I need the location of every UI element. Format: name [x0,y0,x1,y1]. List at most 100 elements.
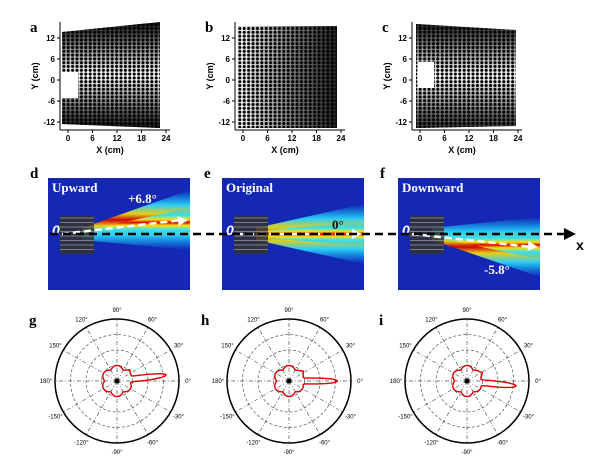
array-cutout [62,72,78,98]
polar-center [464,378,470,384]
y-axis-label: Y (cm) [205,62,215,89]
panel-letter: b [205,20,213,36]
x-tick-label: 6 [90,134,95,143]
panel-letter: f [380,166,386,182]
polar-spoke [257,380,290,435]
panel-letter: i [379,313,383,329]
polar-angle-label: 120° [75,318,88,324]
y-tick-label: -12 [218,118,230,127]
polar-angle-label: 150° [49,344,62,350]
x-tick-label: 18 [312,134,321,143]
polar-angle-label: 150° [399,344,412,350]
polar-angle-label: 90° [112,308,122,314]
x-tick-label: 12 [288,134,297,143]
y-tick-label: 0 [51,76,56,85]
polar-spoke [116,327,149,382]
panel-title: Original [226,180,273,195]
x-tick-label: 0 [418,134,423,143]
x-tick-label: 12 [113,134,122,143]
polar-angle-label: 90° [284,308,294,314]
y-tick-label: 6 [403,55,408,64]
polar-spoke [235,380,290,413]
y-tick-label: 12 [46,34,55,43]
polar-center [114,378,120,384]
white-arrowhead [177,216,188,227]
radiation-pattern [274,364,339,398]
x-axis-label: X (cm) [271,145,299,155]
polar-outer [54,318,180,444]
polar-angle-label: 180° [212,379,225,385]
panel-letter: d [30,166,39,182]
x-tick-label: 24 [162,134,171,143]
radiation-pattern [452,364,517,398]
polar-angle-label: 60° [498,318,508,324]
x-tick-label: 18 [137,134,146,143]
polar-spoke [288,327,321,382]
polar-spoke [288,349,343,382]
polar-angle-label: 60° [148,318,158,324]
polar-angle-label: -60° [497,440,509,446]
polar-spoke [116,380,149,435]
array-cutout [418,62,434,88]
y-tick-label: -12 [43,118,55,127]
polar-angle-label: -90° [461,450,473,456]
x-tick-label: 12 [465,134,474,143]
white-arrow [411,232,533,249]
y-tick-label: 6 [51,55,56,64]
polar-angle-label: 60° [320,318,330,324]
panel-letter: e [204,166,211,182]
array-dots [416,24,516,128]
white-arrow [61,218,183,236]
x-tick-label: 0 [241,134,246,143]
polar-spoke [63,380,118,413]
polar-outer [404,318,530,444]
x-tick-label: 24 [337,134,346,143]
y-tick-label: -6 [223,97,231,106]
x-axis-label: x [576,237,584,253]
angle-label: 0° [332,217,344,232]
x-axis-label: X (cm) [96,145,124,155]
polar-angle-label: 90° [462,308,472,314]
polar-angle-label: 0° [357,379,363,385]
y-tick-label: 0 [403,76,408,85]
polar-angle-label: -60° [147,440,159,446]
polar-angle-label: -90° [283,450,295,456]
polar-angle-label: 30° [174,344,184,350]
x-tick-label: 0 [66,134,71,143]
origin-label: 0 [52,222,60,238]
y-tick-label: -6 [48,97,56,106]
white-arrowhead [527,240,538,251]
polar-outer [226,318,352,444]
polar-angle-label: 150° [221,344,234,350]
polar-spoke [288,380,343,413]
polar-angle-label: 180° [390,379,403,385]
polar-center [286,378,292,384]
panel-letter: a [30,20,38,36]
polar-angle-label: 30° [524,344,534,350]
polar-angle-label: -120° [424,440,439,446]
origin-label: 0 [226,222,234,238]
y-tick-label: 6 [226,55,231,64]
polar-spoke [116,380,171,413]
x-axis-arrowhead [564,228,576,240]
array-cutout [212,68,228,94]
polar-spoke [435,380,468,435]
x-tick-label: 18 [489,134,498,143]
polar-spoke [288,380,321,435]
array-dots [62,22,160,128]
polar-angle-label: -120° [246,440,261,446]
polar-angle-label: -150° [48,415,63,421]
polar-spoke [466,380,521,413]
polar-angle-label: 120° [247,318,260,324]
origin-label: 0 [402,222,410,238]
polar-spoke [413,380,468,413]
polar-angle-label: 120° [425,318,438,324]
y-tick-label: -6 [400,97,408,106]
polar-angle-label: -30° [345,415,357,421]
polar-spoke [85,327,118,382]
y-tick-label: -12 [395,118,407,127]
y-axis-label: Y (cm) [382,62,392,89]
x-tick-label: 6 [442,134,447,143]
polar-angle-label: -120° [74,440,89,446]
